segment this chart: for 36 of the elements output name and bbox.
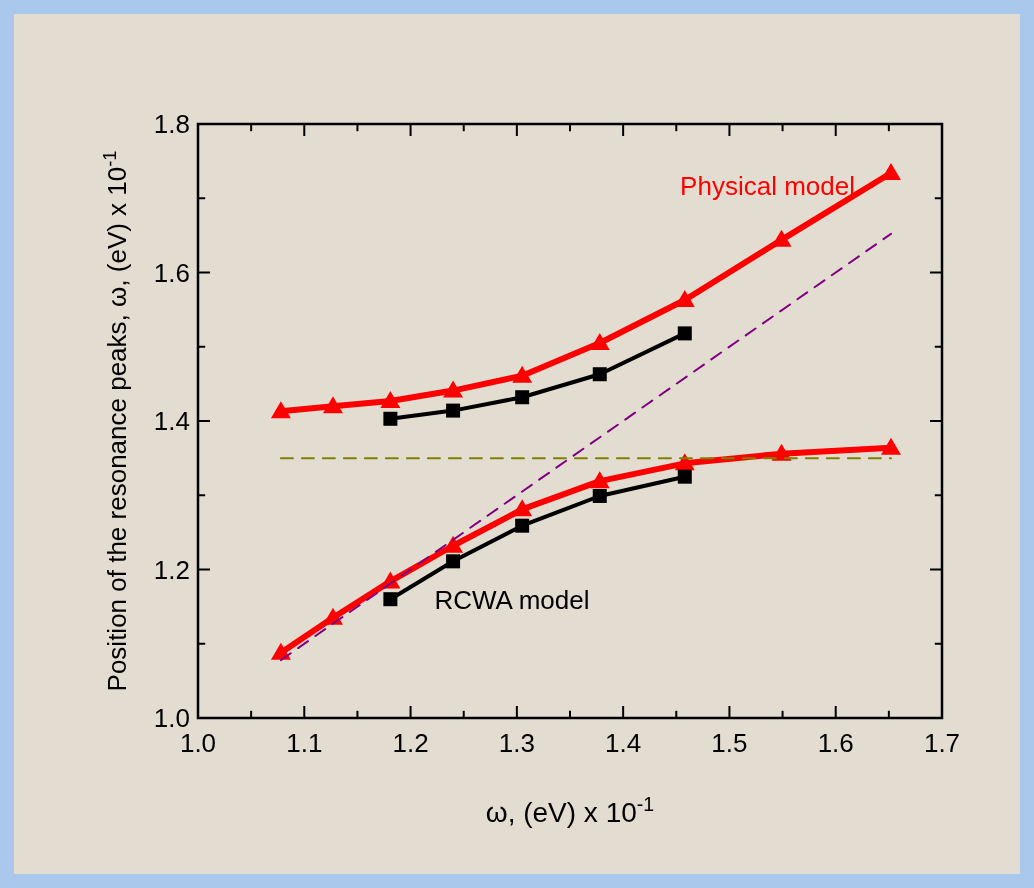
x-tick-label: 1.7 — [923, 728, 961, 758]
y-tick-label: 1.4 — [153, 406, 190, 436]
point — [880, 437, 901, 455]
point — [592, 488, 607, 503]
x-tick-label: 1.1 — [286, 728, 323, 758]
point — [592, 367, 607, 382]
point — [677, 326, 692, 341]
point — [383, 592, 398, 607]
point — [515, 390, 530, 405]
y-tick-label: 1.2 — [153, 554, 190, 585]
point — [512, 499, 533, 517]
point — [674, 453, 695, 471]
y-tick-label: 1.6 — [153, 257, 190, 288]
point — [380, 390, 401, 408]
point — [270, 642, 291, 660]
series-label: RCWA model — [434, 585, 590, 616]
x-tick-label: 1.6 — [817, 728, 854, 758]
series-label: Physical model — [680, 171, 855, 202]
point — [512, 365, 533, 383]
point — [446, 403, 461, 418]
point — [515, 518, 530, 533]
point — [383, 411, 398, 426]
point — [270, 401, 291, 419]
x-tick-label: 1.5 — [711, 728, 748, 758]
point — [446, 554, 461, 569]
x-axis-title: ω, (eV) x 10$^{-1}$ — [485, 793, 655, 828]
point — [322, 396, 343, 414]
y-tick-label: 1.8 — [153, 109, 190, 139]
point — [443, 535, 464, 553]
point — [677, 469, 692, 484]
x-tick-label: 1.2 — [392, 728, 429, 758]
point — [589, 471, 610, 489]
x-tick-label: 1.4 — [605, 728, 642, 758]
point — [443, 380, 464, 398]
point — [589, 333, 610, 351]
x-tick-label: 1.3 — [498, 728, 535, 758]
